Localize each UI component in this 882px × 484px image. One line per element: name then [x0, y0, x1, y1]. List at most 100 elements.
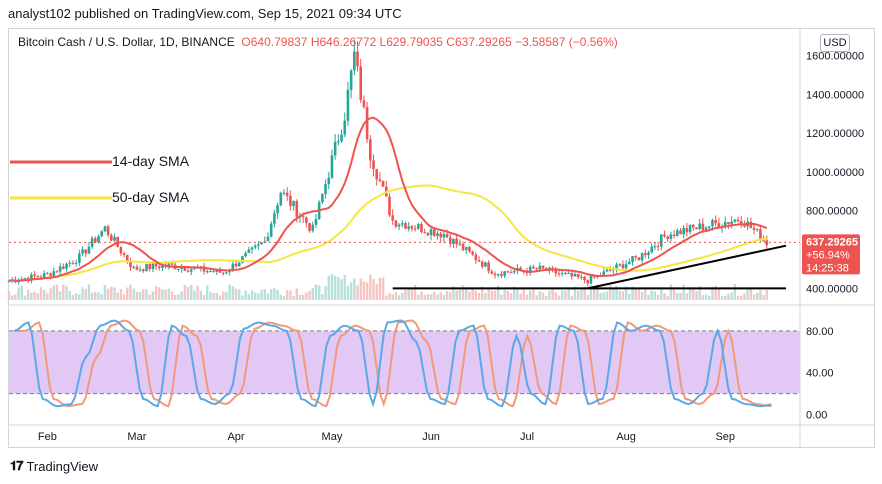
candle	[327, 177, 331, 185]
candle	[506, 271, 510, 273]
volume-bar	[618, 291, 621, 300]
candle	[512, 270, 516, 273]
volume-bar	[503, 290, 506, 300]
volume-bar	[206, 285, 209, 300]
candle	[691, 224, 695, 228]
candle	[439, 233, 442, 238]
volume-bar	[52, 285, 55, 300]
volume-bar	[145, 289, 148, 300]
volume-bar	[65, 286, 68, 300]
candle	[23, 278, 27, 280]
time-tick-label: Jul	[520, 431, 534, 443]
volume-bar	[122, 294, 126, 300]
candle	[730, 221, 733, 225]
candle	[688, 224, 692, 233]
candle	[36, 276, 40, 278]
candle	[221, 272, 225, 274]
candle	[122, 253, 126, 255]
volume-bar	[14, 294, 17, 300]
volume-bar	[669, 284, 673, 300]
candle	[404, 223, 407, 229]
candle	[65, 263, 68, 269]
candle	[292, 201, 295, 207]
volume-bar	[612, 287, 615, 300]
candle	[570, 272, 574, 277]
volume-bar	[84, 288, 87, 300]
volume-bar	[749, 288, 753, 300]
candle	[669, 234, 673, 239]
volume-bar	[449, 292, 452, 300]
candle	[308, 223, 311, 231]
candle	[372, 160, 375, 170]
volume-bar	[78, 294, 81, 300]
footer-brand: 𝟏𝟕 TradingView	[10, 458, 98, 474]
candle	[110, 235, 113, 241]
candle	[202, 266, 206, 272]
stoch-tick-label: 0.00	[806, 410, 827, 422]
volume-bar	[42, 290, 46, 300]
volume-bar	[602, 292, 605, 300]
volume-bar	[292, 295, 295, 300]
candle	[631, 256, 634, 262]
candle	[231, 263, 235, 271]
candle	[148, 264, 151, 270]
volume-bar	[660, 289, 663, 300]
volume-bar	[516, 287, 519, 300]
volume-bar	[97, 292, 100, 300]
time-tick-label: Mar	[127, 431, 146, 443]
volume-bar	[461, 285, 465, 300]
volume-bar	[458, 289, 462, 300]
volume-bar	[174, 294, 177, 300]
candle	[205, 271, 209, 273]
volume-bar	[548, 290, 551, 300]
candle	[218, 269, 222, 273]
volume-bar	[193, 290, 196, 300]
volume-bar	[46, 293, 49, 300]
candle	[663, 234, 666, 237]
candle	[391, 215, 395, 221]
volume-bar	[356, 285, 359, 300]
candle	[209, 271, 212, 273]
volume-bar	[532, 286, 535, 300]
candle	[260, 242, 263, 245]
time-tick-label: Feb	[38, 431, 57, 443]
volume-bar	[436, 294, 439, 300]
stoch-band	[9, 330, 800, 394]
volume-bar	[628, 293, 631, 300]
volume-bar	[544, 295, 548, 300]
candle	[672, 234, 676, 237]
volume-bar	[481, 286, 484, 300]
candle	[420, 224, 423, 233]
volume-bar	[209, 291, 212, 300]
volume-bar	[340, 279, 343, 300]
volume-bar	[186, 286, 190, 300]
currency-button[interactable]: USD	[820, 34, 850, 52]
price-tick-label: 800.00000	[806, 206, 858, 218]
volume-bar	[752, 294, 756, 300]
candle	[650, 246, 654, 253]
volume-bar	[487, 288, 490, 300]
annotation-label: 14-day SMA	[112, 153, 190, 169]
volume-bar	[644, 288, 647, 300]
candle	[423, 232, 426, 234]
volume-bar	[202, 294, 206, 300]
volume-bar	[314, 284, 318, 300]
volume-bar	[324, 285, 327, 300]
candle	[394, 220, 398, 227]
candle	[644, 253, 647, 256]
candle	[496, 274, 500, 276]
volume-bar	[391, 294, 394, 300]
volume-bar	[126, 287, 129, 300]
candle	[397, 224, 401, 227]
candle	[273, 213, 276, 224]
candle	[586, 280, 590, 284]
volume-bar	[225, 291, 228, 300]
candle	[608, 269, 612, 271]
volume-bar	[564, 290, 567, 300]
volume-bar	[321, 293, 324, 300]
volume-bar	[640, 291, 644, 300]
candle	[564, 272, 567, 274]
volume-bar	[522, 287, 526, 300]
volume-bar	[151, 291, 155, 300]
